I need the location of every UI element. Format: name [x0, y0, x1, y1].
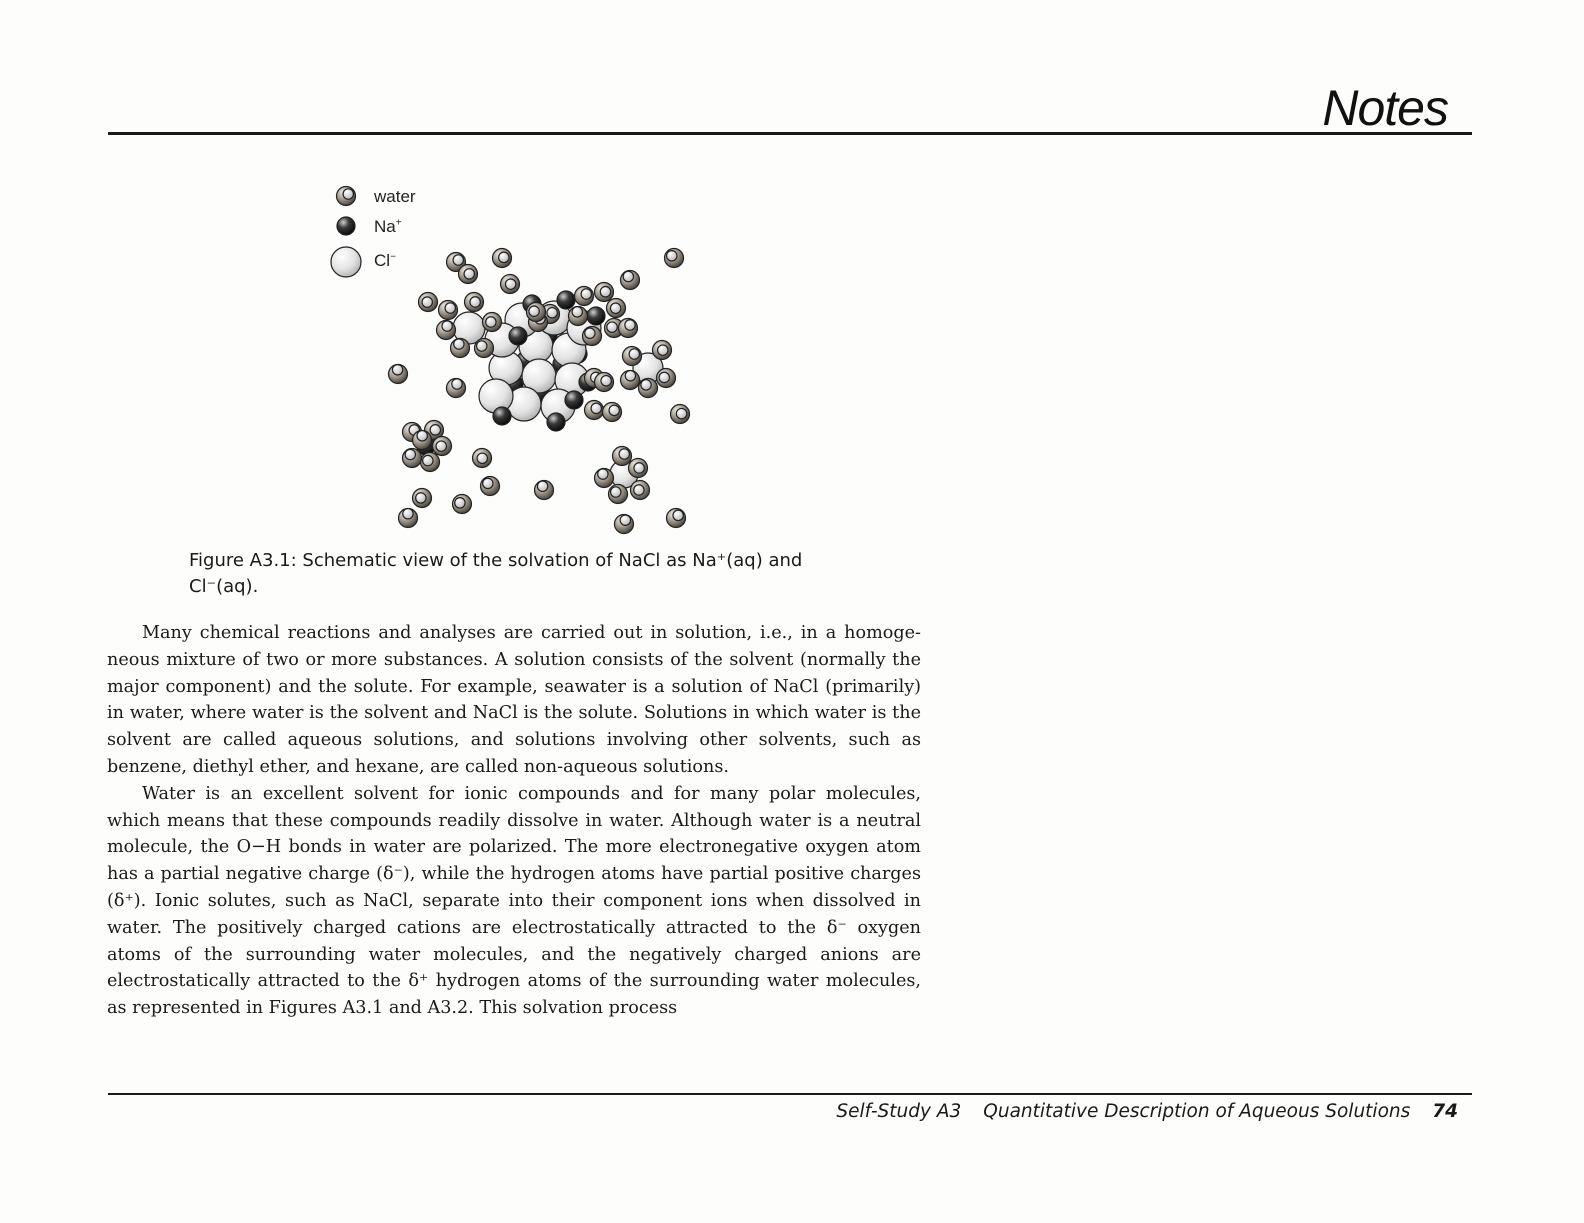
- hydrogen-atom: [675, 407, 688, 420]
- page-footer: Self-Study A3 Quantitative Description of…: [836, 1101, 1458, 1122]
- hydrogen-atom: [590, 402, 603, 415]
- hydrogen-atom: [633, 462, 645, 474]
- hydrogen-atom: [497, 251, 510, 264]
- legend-label-water: water: [374, 187, 416, 206]
- sodium-ion: [556, 290, 576, 310]
- page-number: 74: [1432, 1101, 1458, 1122]
- hydrogen-atom: [536, 480, 549, 493]
- hydrogen-atom: [416, 429, 428, 442]
- footer-title: Quantitative Description of Aqueous Solu…: [983, 1101, 1411, 1122]
- hydrogen-atom: [571, 306, 584, 318]
- hydrogen-atom: [482, 477, 494, 490]
- hydrogen-atom: [609, 302, 622, 315]
- hydrogen-atom: [441, 320, 453, 332]
- hydrogen-atom: [342, 188, 355, 200]
- hydrogen-atom: [597, 468, 609, 480]
- hydrogen-atom: [622, 270, 635, 283]
- hydrogen-atom: [640, 379, 652, 391]
- hydrogen-atom: [528, 305, 540, 317]
- hydrogen-atom: [504, 278, 517, 290]
- hydrogen-atom: [429, 424, 442, 436]
- legend-label-na: Na+: [374, 217, 402, 236]
- hydrogen-atom: [463, 268, 476, 280]
- hydrogen-atom: [619, 514, 632, 526]
- hydrogen-atom: [476, 452, 489, 465]
- hydrogen-atom: [435, 440, 448, 452]
- hydrogen-atom: [402, 507, 414, 520]
- solvation-illustration: [330, 185, 691, 535]
- hydrogen-atom: [415, 492, 427, 504]
- hydrogen-atom: [658, 371, 671, 384]
- hydrogen-atom: [475, 340, 488, 352]
- figure-caption-text: Schematic view of the solvation of NaCl …: [189, 550, 803, 597]
- hydrogen-atom: [624, 319, 636, 331]
- sodium-ion: [492, 406, 512, 426]
- hydrogen-atom: [453, 338, 465, 350]
- footer-divider: [108, 1093, 1472, 1095]
- header-divider: [108, 132, 1472, 135]
- hydrogen-atom: [454, 497, 466, 509]
- hydrogen-atom: [599, 285, 612, 298]
- hydrogen-atom: [633, 484, 645, 496]
- hydrogen-atom: [618, 448, 631, 460]
- hydrogen-atom: [600, 374, 612, 387]
- chloride-ion: [478, 378, 514, 414]
- sodium-ion: [508, 326, 528, 346]
- hydrogen-atom: [656, 344, 669, 356]
- hydrogen-atom: [608, 404, 621, 417]
- hydrogen-atom: [485, 316, 497, 328]
- hydrogen-atom: [546, 306, 558, 319]
- hydrogen-atom: [421, 296, 433, 308]
- figure-caption-label: Figure A3.1:: [189, 550, 297, 571]
- sodium-ion: [586, 306, 606, 326]
- hydrogen-atom: [628, 348, 641, 360]
- hydrogen-atom: [665, 250, 678, 262]
- paragraph: Water is an excellent solvent for ionic …: [107, 783, 921, 1019]
- hydrogen-atom: [606, 321, 618, 333]
- hydrogen-atom: [580, 288, 593, 300]
- hydrogen-atom: [672, 509, 684, 522]
- hydrogen-atom: [584, 327, 596, 340]
- legend-label-cl: Cl−: [374, 251, 396, 270]
- figure-caption: Figure A3.1: Schematic view of the solva…: [189, 548, 869, 600]
- sodium-ion: [564, 390, 584, 410]
- hydrogen-atom: [624, 369, 637, 382]
- footer-section: Self-Study A3: [836, 1101, 962, 1122]
- hydrogen-atom: [451, 378, 463, 390]
- hydrogen-atom: [609, 486, 622, 498]
- body-text: Many chemical reactions and analyses are…: [107, 620, 921, 1022]
- chloride-ion: [330, 246, 362, 278]
- paragraph: Many chemical reactions and analyses are…: [107, 623, 921, 777]
- sodium-ion: [336, 216, 356, 236]
- hydrogen-atom: [469, 296, 481, 308]
- hydrogen-atom: [404, 448, 417, 461]
- hydrogen-atom: [444, 302, 457, 314]
- page-header-title: Notes: [1322, 80, 1449, 136]
- sodium-ion: [546, 412, 566, 432]
- hydrogen-atom: [422, 454, 434, 467]
- solvation-figure: water Na+ Cl−: [326, 178, 726, 538]
- hydrogen-atom: [391, 363, 404, 376]
- hydrogen-atom: [452, 254, 465, 266]
